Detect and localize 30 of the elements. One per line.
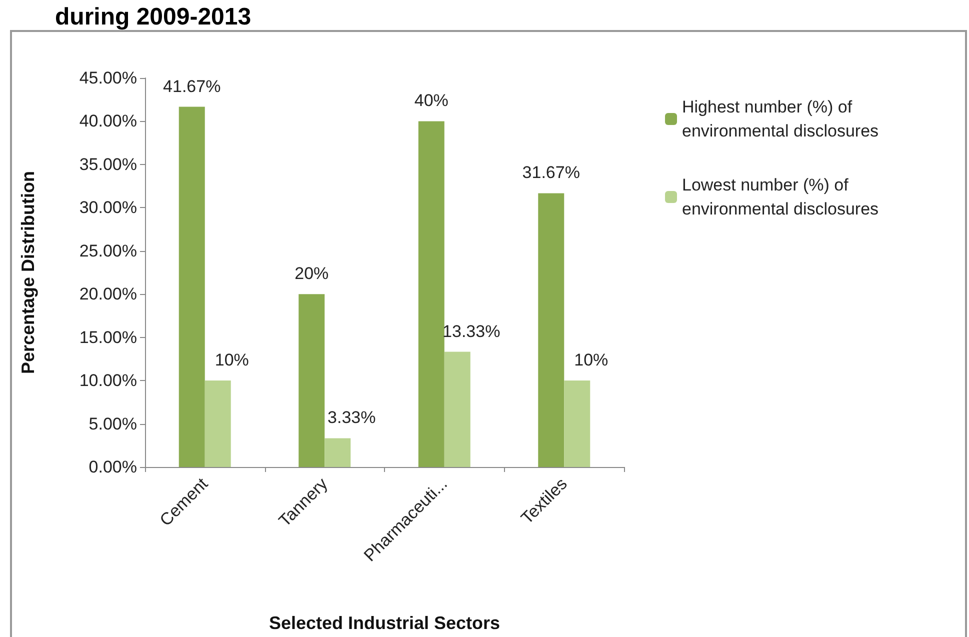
- data-label: 10%: [574, 350, 608, 370]
- data-label: 10%: [214, 350, 249, 370]
- y-tick-label: 30.00%: [79, 198, 137, 218]
- y-tick-label: 25.00%: [79, 241, 137, 260]
- bar: [298, 294, 325, 467]
- y-tick-label: 5.00%: [88, 414, 137, 434]
- bar: [444, 352, 470, 467]
- y-tick-label: 15.00%: [79, 328, 137, 347]
- y-tick-label: 10.00%: [79, 371, 137, 390]
- y-tick-label: 20.00%: [79, 284, 137, 304]
- bar: [418, 121, 444, 467]
- data-label: 41.67%: [163, 76, 221, 96]
- data-label: 40%: [414, 91, 448, 110]
- legend-label: Highest number (%) of environmental disclosures: [682, 98, 879, 140]
- y-tick-label: 45.00%: [79, 68, 137, 88]
- bar: [324, 438, 351, 467]
- x-axis-title: Selected Industrial Sectors: [268, 613, 500, 633]
- y-axis-title: Percentage Distribution: [18, 170, 38, 374]
- data-label: 20%: [294, 264, 329, 284]
- y-tick-label: 35.00%: [79, 154, 137, 174]
- y-tick-label: 40.00%: [79, 112, 137, 131]
- data-label: 31.67%: [522, 163, 580, 182]
- y-tick-label: 0.00%: [88, 458, 137, 476]
- data-label: 3.33%: [328, 408, 376, 428]
- bar: [538, 193, 564, 467]
- bar: [178, 106, 205, 467]
- chart-title: during 2009-2013: [55, 4, 252, 30]
- bar: [564, 380, 590, 467]
- bar: [204, 380, 231, 467]
- legend-label: Lowest number (%) of environmental disclosures: [682, 176, 879, 218]
